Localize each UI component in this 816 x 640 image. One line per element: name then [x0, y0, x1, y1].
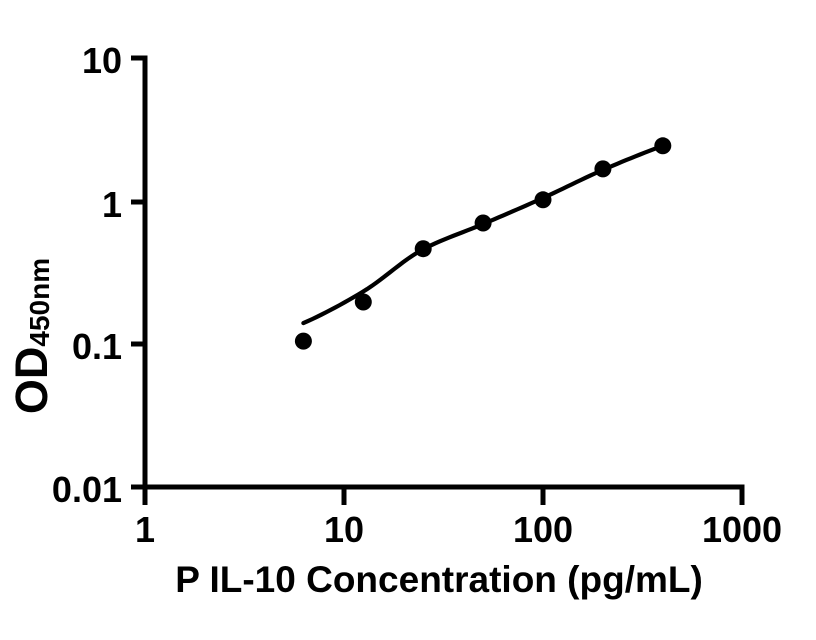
svg-text:0.01: 0.01 [52, 469, 122, 510]
svg-text:1: 1 [102, 184, 122, 225]
svg-text:OD450nm: OD450nm [6, 258, 57, 414]
svg-text:10: 10 [82, 40, 122, 81]
svg-text:0.1: 0.1 [72, 326, 122, 367]
svg-text:1: 1 [135, 509, 155, 550]
svg-text:10: 10 [324, 509, 364, 550]
svg-text:100: 100 [513, 509, 573, 550]
svg-text:1000: 1000 [702, 509, 782, 550]
svg-text:P IL-10 Concentration (pg/mL): P IL-10 Concentration (pg/mL) [175, 559, 703, 600]
